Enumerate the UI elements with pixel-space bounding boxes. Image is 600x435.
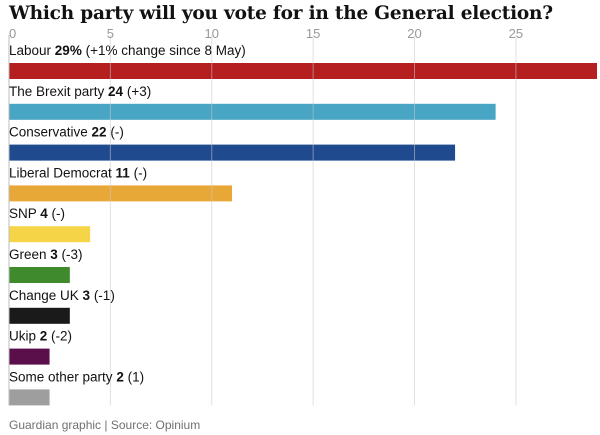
bar-label-value-4: 4 bbox=[40, 206, 48, 221]
bar-label-party-1: The Brexit party bbox=[9, 84, 108, 99]
bar-7 bbox=[9, 348, 50, 365]
bar-label-5: Green 3 (-3) bbox=[9, 247, 83, 262]
bar-label-change-3: (-) bbox=[130, 165, 147, 180]
bar-label-0: Labour 29% (+1% change since 8 May) bbox=[9, 43, 246, 58]
bar-label-value-5: 3 bbox=[50, 247, 58, 262]
bar-label-change-8: (1) bbox=[124, 369, 144, 384]
bar-label-party-6: Change UK bbox=[9, 288, 83, 303]
tick-label-20: 20 bbox=[407, 26, 421, 41]
bar-label-2: Conservative 22 (-) bbox=[9, 125, 124, 140]
bar-6 bbox=[9, 307, 70, 324]
tick-label-10: 10 bbox=[205, 26, 219, 41]
bar-label-party-4: SNP bbox=[9, 206, 40, 221]
bar-label-party-8: Some other party bbox=[9, 369, 116, 384]
bar-label-value-1: 24 bbox=[108, 84, 124, 99]
bar-label-change-5: (-3) bbox=[58, 247, 83, 262]
bar-label-6: Change UK 3 (-1) bbox=[9, 288, 115, 303]
bar-1 bbox=[9, 103, 496, 120]
bar-chart: 0 5 10 15 20 25 Labour 29% (+1% change since 8… bbox=[8, 26, 597, 406]
bar-label-change-4: (-) bbox=[48, 206, 65, 221]
bar-label-value-6: 3 bbox=[83, 288, 91, 303]
bar-label-value-2: 22 bbox=[92, 125, 107, 140]
tick-label-25: 25 bbox=[509, 26, 523, 41]
tick-label-0: 0 bbox=[9, 26, 16, 41]
chart-title: Which party will you vote for in the Gen… bbox=[9, 3, 553, 24]
bar-label-4: SNP 4 (-) bbox=[9, 206, 65, 221]
bar-label-party-5: Green bbox=[9, 247, 50, 262]
bar-label-party-0: Labour bbox=[9, 43, 55, 58]
bar-label-party-3: Liberal Democrat bbox=[9, 165, 116, 180]
bar-label-value-3: 11 bbox=[116, 165, 131, 180]
bar-label-value-0: 29% bbox=[55, 43, 82, 58]
bar-label-1: The Brexit party 24 (+3) bbox=[9, 84, 151, 99]
bar-8 bbox=[9, 389, 50, 406]
bar-label-change-1: (+3) bbox=[123, 84, 151, 99]
source-credit: Guardian graphic | Source: Opinium bbox=[9, 418, 201, 432]
bar-label-change-0: (+1% change since 8 May) bbox=[82, 43, 246, 58]
bar-label-change-2: (-) bbox=[107, 125, 124, 140]
bar-label-3: Liberal Democrat 11 (-) bbox=[9, 165, 147, 180]
bar-0 bbox=[9, 63, 597, 79]
bar-label-party-2: Conservative bbox=[9, 125, 92, 140]
bar-label-value-8: 2 bbox=[116, 369, 124, 384]
bar-label-7: Ukip 2 (-2) bbox=[9, 329, 72, 344]
bar-label-value-7: 2 bbox=[40, 329, 48, 344]
bar-label-8: Some other party 2 (1) bbox=[9, 369, 144, 384]
bar-label-change-7: (-2) bbox=[47, 329, 72, 344]
tick-label-15: 15 bbox=[306, 26, 320, 41]
bar-5 bbox=[9, 267, 70, 283]
bar-3 bbox=[9, 185, 233, 202]
bar-4 bbox=[9, 226, 91, 243]
tick-label-5: 5 bbox=[107, 26, 114, 41]
bar-2 bbox=[9, 144, 456, 161]
bar-label-change-6: (-1) bbox=[90, 288, 115, 303]
bar-label-party-7: Ukip bbox=[9, 329, 40, 344]
